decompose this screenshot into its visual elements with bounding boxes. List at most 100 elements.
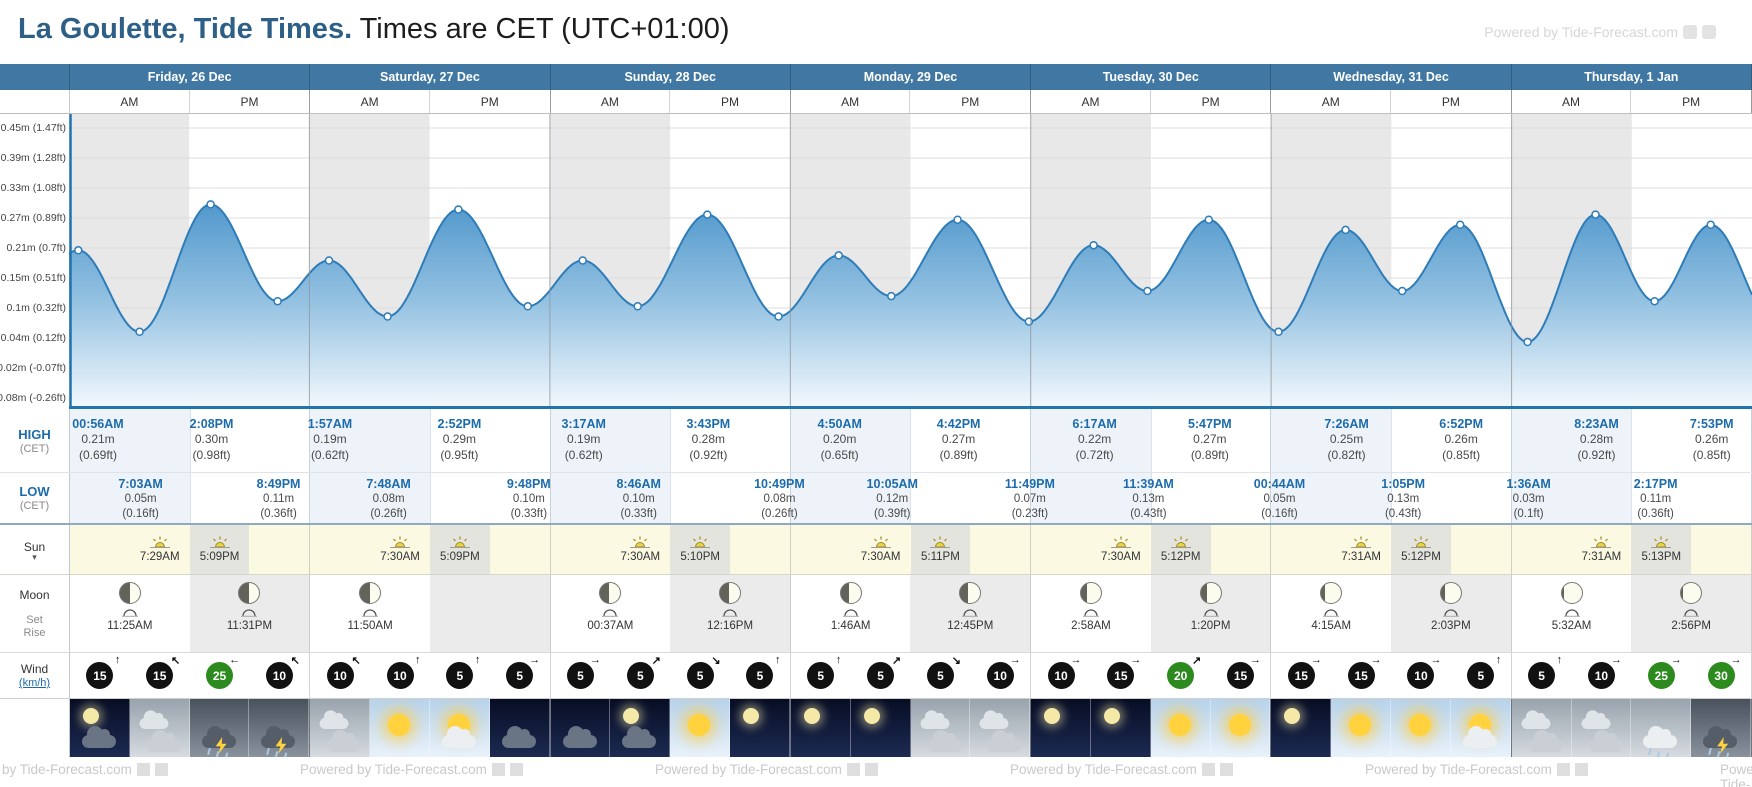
moon-half-cell: 1:20PM [1150,575,1271,652]
y-axis-tick-label: 0.04m (0.12ft) [0,332,66,344]
wind-speed-badge: 15 ↑ [86,654,120,689]
watermark: Powered by Tide-Forecast.com [1365,762,1588,777]
tide-height-m: 0.12m [876,493,909,506]
cloud-icon [920,710,949,730]
watermark-top: Powered by Tide-Forecast.com [1484,24,1716,40]
sunrise-time: 7:31AM [1341,551,1381,563]
tide-height-m: 0.28m [691,432,725,447]
wind-unit-link[interactable]: (km/h) [18,677,51,689]
watermark-icon [491,763,505,776]
weather-icon-storm [1691,699,1751,757]
moon-time: 2:03PM [1431,620,1471,632]
moon-phase-icon [1199,582,1222,604]
low-tide-entry: 11:49PM 0.07m (0.23ft) [1005,476,1055,522]
sun-empty-cell [551,525,611,574]
day-header: Thursday, 1 Jan [1512,64,1752,90]
moon-time: 4:15AM [1311,620,1352,632]
pm-label: PM [240,94,259,109]
sun-empty-cell [1031,525,1091,574]
low-tide-entry: 10:05AM 0.12m (0.39ft) [867,476,918,522]
weather-icon-night-partcloud [70,699,130,757]
tide-height-m: 0.05m [1263,493,1296,506]
sunset-cell: 5:10PM [670,525,731,574]
moon-day-cell: 5:32AM 2:56PM [1512,575,1752,652]
tide-height-ft: (0.33ft) [510,508,548,521]
ampm-row: AM PM AM PM AM PM AM PM AM PM AM PM AM PM [0,90,1752,114]
am-half-shade [1031,409,1152,472]
am-half-shade [310,473,431,523]
tide-time: 2:52PM [437,417,482,431]
lightning-icon [215,737,227,754]
sun-label: Sun [23,539,46,554]
wind-direction-icon: ↘ [951,655,961,667]
pm-label: PM [480,94,499,109]
moonset-rise-icon [1322,607,1340,617]
cloud-icon [1521,710,1551,730]
am-half-shade [1511,473,1633,523]
am-half-shade [1031,473,1152,523]
location-title: La Goulette, Tide Times. [18,13,353,45]
pm-label: PM [1682,94,1701,109]
tide-time: 2:08PM [189,417,234,431]
weather-icon-cloud [1511,699,1572,757]
wind-speed-badge: 10 ↑ [386,654,421,689]
sunrise-cell: 7:29AM [130,525,190,574]
low-tide-entry: 2:17PM 0.11m (0.36ft) [1634,476,1678,522]
wind-speed-badge: 10 → [1407,654,1441,689]
low-tide-entry: 11:39AM 0.13m (0.43ft) [1123,476,1174,522]
am-label: AM [551,90,671,113]
wind-day-cell: 5 ↑ 5 ↗ 5 ↘ 10 → [791,653,1032,698]
moon-phase-icon [599,582,622,604]
moon-half-cell: 11:31PM [189,575,310,652]
tide-height-m: 0.25m [1329,432,1364,447]
tide-height-m: 0.27m [941,432,976,447]
tide-day-cell [1511,409,1752,472]
sunset-icon [929,536,951,550]
weather-icon-sun-cloud [429,699,490,757]
am-label: AM [1512,90,1632,113]
sunrise-icon [629,536,651,550]
moon-icon [1044,708,1061,724]
sunset-cell: 5:13PM [1631,525,1692,574]
tide-height-m: 0.03m [1512,493,1545,506]
wind-day-cell: 10 → 15 → 20 ↗ 15 → [1031,653,1272,698]
watermark: Powered by Tide-Forecast.com [1010,762,1233,777]
tide-day-cell [550,409,791,472]
sunset-icon [689,536,711,550]
sunset-cell: 5:09PM [189,525,250,574]
cloud-icon [562,726,597,748]
day-header: Sunday, 28 Dec [551,64,791,90]
sun-empty-cell [1271,525,1331,574]
day-header: Wednesday, 31 Dec [1271,64,1512,90]
weather-day-cell [1271,699,1512,757]
tide-height-m: 0.08m [372,493,405,506]
watermark-icon [1201,763,1215,776]
low-tide-entry: 8:49PM 0.11m (0.36ft) [257,476,301,522]
ampm-day-cell: AM PM [70,90,311,113]
sun-row: Sun ▾ 7:29AM 5:09PM 7:30AM 5:09PM 7:30AM 5:10… [0,525,1752,575]
weather-icon-night-clear [790,699,851,757]
wind-cell: 25 → [1631,653,1691,698]
wind-cell: 10 → [1031,653,1091,698]
rain-icon [265,747,291,756]
tide-day-cell [1271,409,1512,472]
wind-direction-icon: ↗ [891,655,902,667]
sunset-icon [209,536,231,550]
weather-day-cell [1031,699,1272,757]
moon-day-cell: 00:37AM 12:16PM [551,575,791,652]
moon-icon [743,708,760,724]
moonset-rise-icon [1442,607,1460,617]
moon-phase-icon [959,582,982,604]
tide-time: 3:17AM [561,417,606,431]
sunset-cell: 5:12PM [1391,525,1451,574]
moon-row-label: Moon Set Rise [0,575,69,652]
am-half-shade [70,473,191,523]
tide-time: 00:56AM [72,417,124,431]
moon-phase-icon [839,582,862,604]
sunrise-time: 7:30AM [1101,551,1141,563]
moon-time: 2:56PM [1671,620,1711,632]
sun-expand-icon[interactable]: ▾ [32,551,37,562]
tide-time: 8:23AM [1574,417,1619,431]
watermark-text: Powered by Tide-Forecast.com [1484,24,1678,40]
cloud-icon [146,730,181,752]
